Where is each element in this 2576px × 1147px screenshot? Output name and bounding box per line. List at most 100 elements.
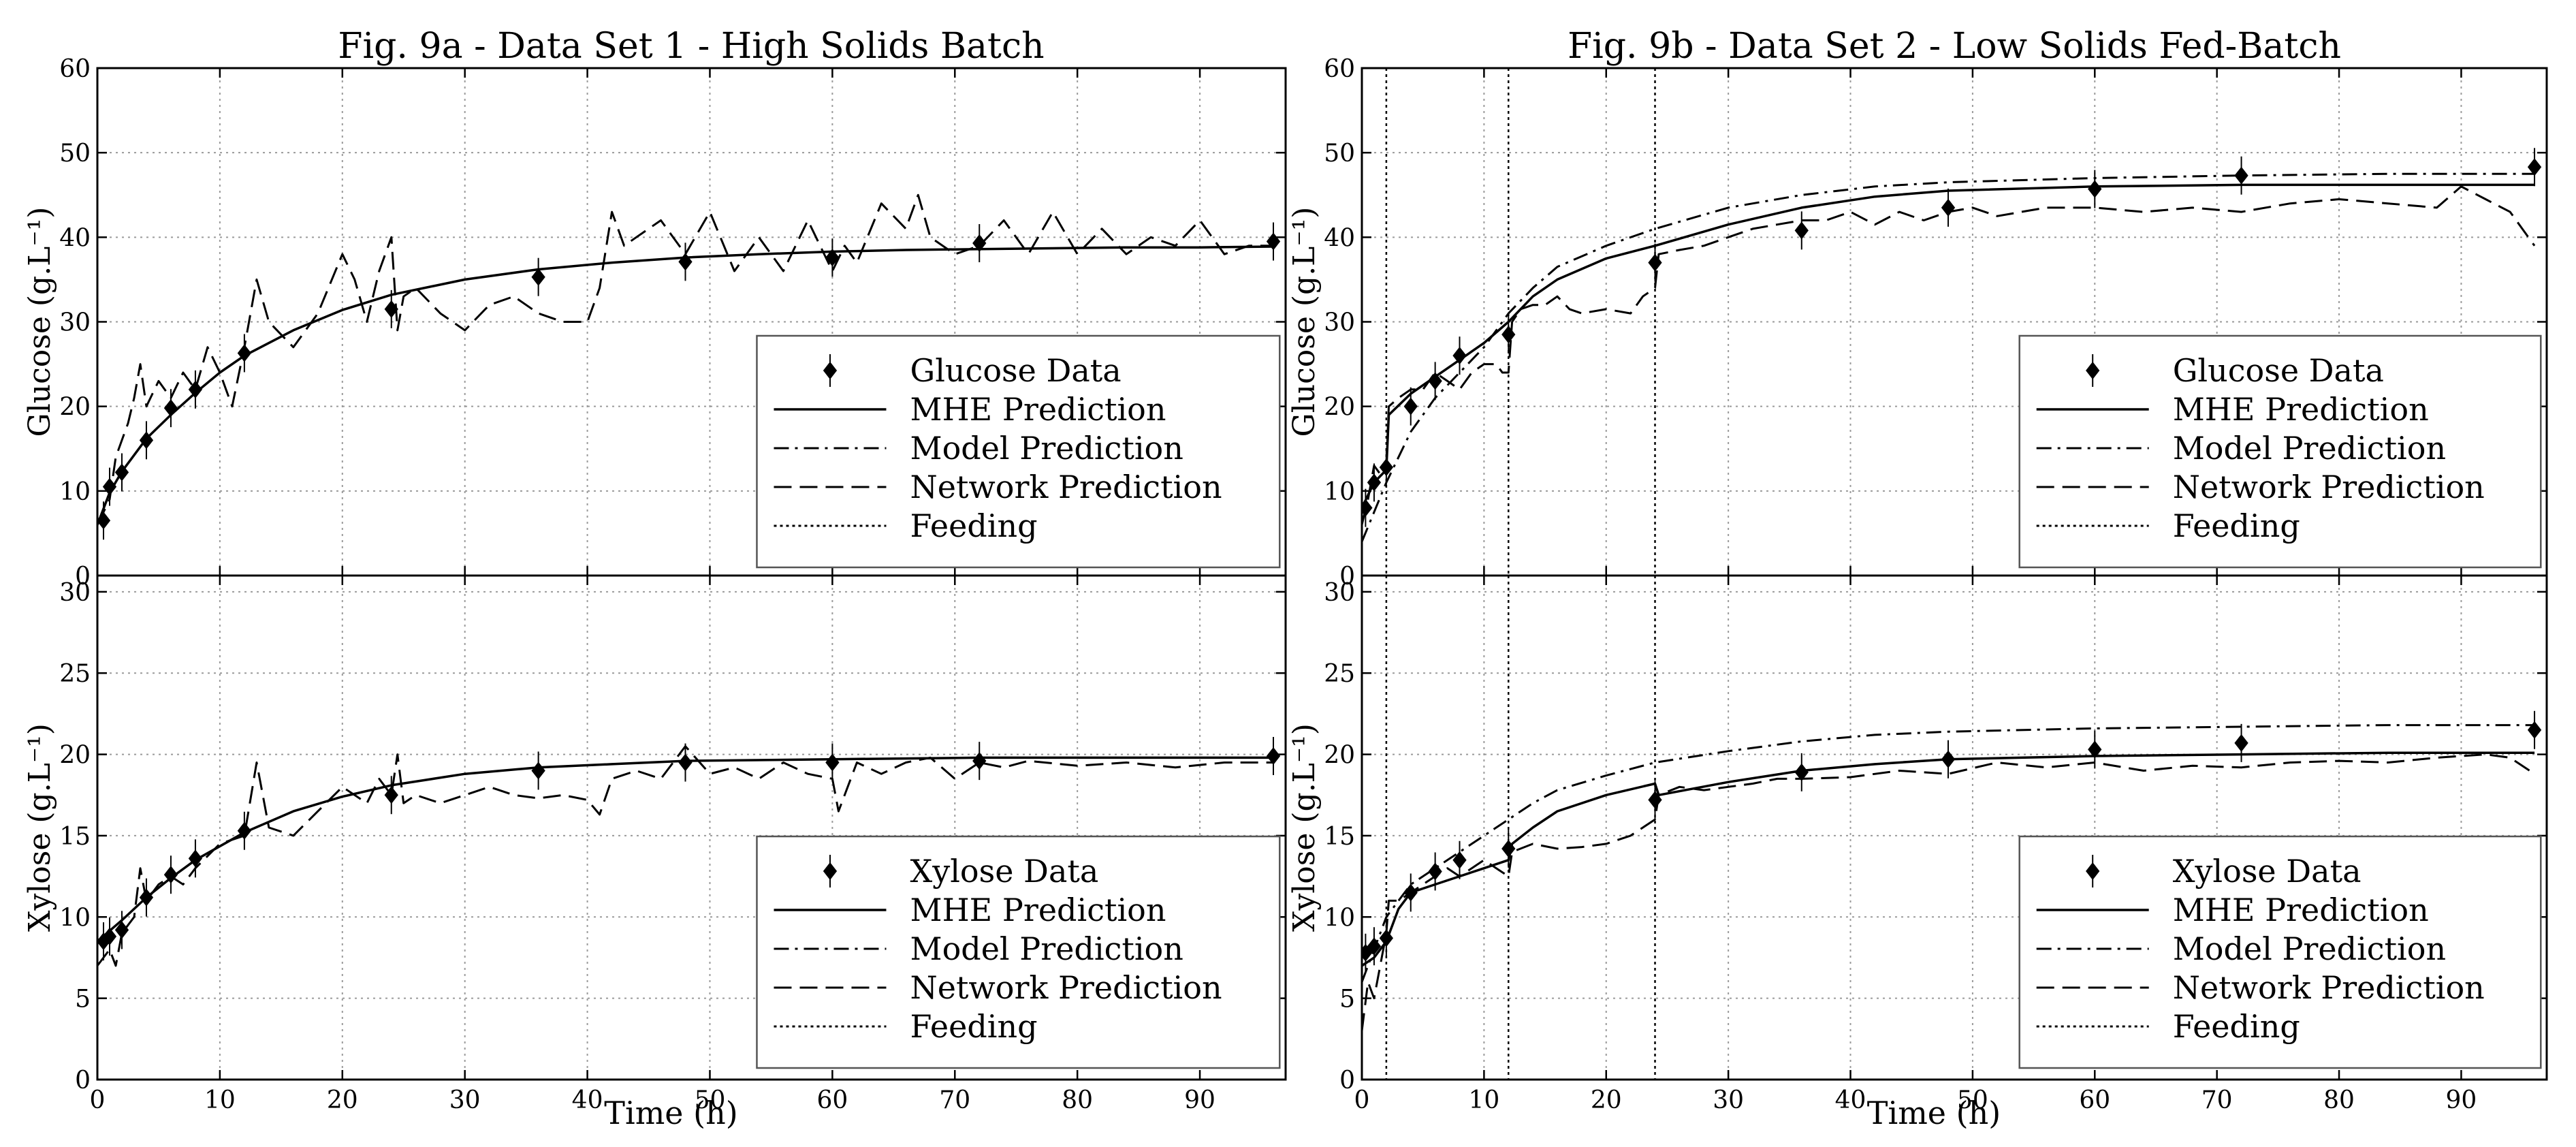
tick-label-y: 40 <box>59 224 91 252</box>
legend-label: Model Prediction <box>910 930 1183 967</box>
tick-label-y: 50 <box>1324 140 1355 168</box>
tick-label-x: 30 <box>449 1086 481 1114</box>
data-point <box>2234 166 2248 185</box>
x-axis-label: Time (h) <box>604 1095 737 1131</box>
data-point <box>188 380 203 398</box>
data-point <box>1362 943 1373 962</box>
tick-label-x: 90 <box>1184 1086 1215 1114</box>
data-point <box>97 932 111 951</box>
tick-label-y: 0 <box>1339 1067 1355 1095</box>
data-point <box>1452 347 1467 365</box>
legend-label: Xylose Data <box>910 853 1098 890</box>
data-point <box>114 921 129 939</box>
tick-label-y: 10 <box>59 478 91 506</box>
legend-label: Xylose Data <box>2173 853 2362 890</box>
tick-label-y: 0 <box>75 1067 91 1095</box>
series-line-solid <box>97 245 1274 526</box>
plot-area <box>97 193 1281 540</box>
tick-label-x: 70 <box>939 1086 970 1114</box>
tick-label-y: 25 <box>59 660 91 688</box>
data-point <box>1266 747 1281 765</box>
legend-label: Feeding <box>910 1008 1037 1045</box>
series-line-solid <box>1362 751 2535 967</box>
tick-label-x: 90 <box>2446 1086 2477 1114</box>
data-point <box>1941 198 1956 217</box>
data-point <box>1452 851 1467 869</box>
tick-label-y: 50 <box>59 140 91 168</box>
data-point <box>825 753 840 772</box>
data-point <box>1648 253 1662 272</box>
legend-label: Network Prediction <box>2173 469 2485 505</box>
legend-box <box>756 835 1281 1069</box>
data-point <box>678 753 693 772</box>
data-point <box>2088 740 2102 759</box>
plot-area <box>1362 576 2542 1080</box>
plot-area <box>97 736 1281 967</box>
tick-label-x: 10 <box>1468 1086 1499 1114</box>
tick-label-y: 20 <box>1324 394 1355 422</box>
tick-label-x: 60 <box>816 1086 848 1114</box>
y-axis-label: Glucose (g.L⁻¹) <box>22 207 57 437</box>
subplot-glucose: 0 10 20 30 40 50 60 Glucose (g.L⁻¹) Glucose Data… <box>22 55 1287 591</box>
tick-label-y: 10 <box>59 904 91 932</box>
series-line-dashed <box>1362 185 2536 525</box>
data-point <box>1794 221 1809 240</box>
data-point <box>2234 734 2248 752</box>
series-line-dashed <box>1362 753 2535 1031</box>
legend-label: MHE Prediction <box>2173 391 2429 428</box>
tick-label-x: 60 <box>2079 1086 2110 1114</box>
data-point <box>2527 158 2542 176</box>
legend-label: Feeding <box>2173 1008 2300 1045</box>
data-point <box>2527 721 2542 739</box>
tick-label-y: 20 <box>1324 742 1355 770</box>
legend-box <box>756 334 1281 569</box>
legend-marker <box>2086 862 2100 880</box>
tick-label-x: 80 <box>1062 1086 1093 1114</box>
plot-area <box>1362 68 2542 576</box>
tick-label-y: 60 <box>1324 55 1355 83</box>
tick-label-x: 70 <box>2201 1086 2233 1114</box>
series-line-dashdot <box>1362 724 2535 983</box>
data-point <box>1501 326 1516 344</box>
series-line-solid <box>97 756 1273 943</box>
data-point <box>2088 180 2102 198</box>
data-point <box>531 268 545 286</box>
tick-label-y: 20 <box>59 742 91 770</box>
tick-label-y: 20 <box>59 394 91 422</box>
y-axis-label: Xylose (g.L⁻¹) <box>1287 723 1322 932</box>
tick-label-y: 5 <box>1339 986 1355 1014</box>
legend-label: MHE Prediction <box>910 892 1166 928</box>
subplot-xylose: 0 5 10 15 20 25 30 0 10 20 30 40 50 60 70 80 90 Xylose (g… <box>22 574 1287 1114</box>
tick-label-x: 10 <box>204 1086 236 1114</box>
tick-label-y: 0 <box>1339 563 1355 591</box>
x-axis-label: Time (h) <box>1867 1095 2001 1131</box>
legend-label: Glucose Data <box>910 352 1121 389</box>
legend-label: Network Prediction <box>2173 969 2485 1006</box>
chart-title: Fig. 9a - Data Set 1 - High Solids Batch <box>338 26 1044 67</box>
data-point <box>1794 763 1809 781</box>
tick-label-y: 40 <box>1324 224 1355 252</box>
tick-label-y: 10 <box>1324 904 1355 932</box>
series-line-dashed <box>97 193 1273 526</box>
tick-label-x: 40 <box>1835 1086 1866 1114</box>
legend-box <box>2018 334 2542 569</box>
subplot-xylose: 0 5 10 15 20 25 30 0 10 20 30 40 50 60 70 80 90 Xylose (g… <box>1287 574 2548 1114</box>
series-line-solid <box>1362 183 2535 509</box>
data-point <box>102 927 117 945</box>
tick-label-y: 10 <box>1324 478 1355 506</box>
tick-label-x: 40 <box>572 1086 603 1114</box>
legend-box <box>2018 835 2542 1069</box>
chart-title: Fig. 9b - Data Set 2 - Low Solids Fed-Ba… <box>1568 26 2341 67</box>
y-axis-label: Glucose (g.L⁻¹) <box>1287 207 1322 437</box>
data-point <box>972 234 987 253</box>
tick-label-y: 30 <box>59 579 91 607</box>
tick-label-x: 50 <box>1957 1086 1988 1114</box>
series-line-dashdot <box>1362 172 2535 542</box>
series-line-dashed <box>97 745 1273 967</box>
legend-label: Model Prediction <box>2173 930 2446 967</box>
legend-label: Network Prediction <box>910 469 1222 505</box>
